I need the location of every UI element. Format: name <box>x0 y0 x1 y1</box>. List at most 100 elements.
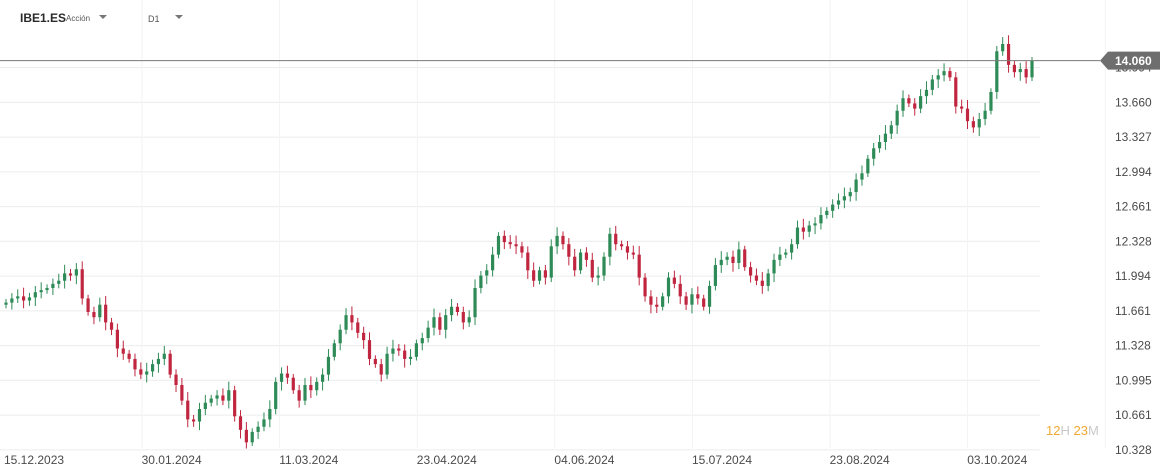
candle-body <box>403 350 407 359</box>
candle-body <box>1024 69 1028 78</box>
candle-body <box>907 98 911 104</box>
candle-body <box>877 142 882 149</box>
candle-body <box>414 343 418 357</box>
candle-body <box>924 89 929 97</box>
y-tick-label: 10.995 <box>1115 373 1152 387</box>
candle-body <box>543 270 547 278</box>
x-tick-label: 23.08.2024 <box>830 453 890 467</box>
candle-body <box>444 315 448 330</box>
candle-body <box>995 51 999 92</box>
timeframe-dropdown-chevron-icon[interactable] <box>175 15 183 19</box>
candle-body <box>57 280 61 284</box>
candle-body <box>109 322 114 330</box>
candle-body <box>74 269 78 276</box>
candle-body <box>520 246 524 253</box>
candle-body <box>221 395 225 401</box>
candle-body <box>51 283 55 289</box>
candle-body <box>168 353 172 375</box>
countdown-minutes: 23 <box>1073 423 1088 438</box>
candle-body <box>315 381 319 391</box>
candle-body <box>326 356 331 375</box>
candle-body <box>1018 69 1022 73</box>
candle-body <box>508 242 512 245</box>
candle-body <box>10 298 14 303</box>
candle-body <box>971 121 975 128</box>
candle-body <box>367 340 372 359</box>
candle-body <box>614 233 618 245</box>
candle-body <box>936 75 940 80</box>
candle-body <box>63 273 67 281</box>
candle-body <box>80 269 84 299</box>
candle-body <box>942 71 946 76</box>
candle-body <box>983 110 987 120</box>
candle-body <box>965 108 970 122</box>
candle-body <box>854 179 858 193</box>
candle-body <box>596 275 600 278</box>
candle-body <box>39 290 43 293</box>
y-tick-label: 12.994 <box>1115 165 1152 179</box>
x-tick-label: 11.03.2024 <box>279 453 338 467</box>
candle-body <box>655 304 659 307</box>
candle-body <box>145 371 149 375</box>
candle-body <box>532 270 536 281</box>
candle-body <box>291 377 295 391</box>
candle-body <box>192 419 196 422</box>
candle-body <box>977 119 981 128</box>
candle-body <box>514 244 518 247</box>
candle-body <box>491 254 495 271</box>
candle-body <box>385 353 389 375</box>
candle-body <box>332 343 336 357</box>
candle-body <box>279 373 284 382</box>
candle-body <box>748 267 753 276</box>
x-tick-label: 03.10.2024 <box>967 453 1027 467</box>
candle-body <box>233 390 237 417</box>
candle-body <box>842 196 846 201</box>
candle-body <box>408 356 413 359</box>
candle-body <box>320 374 325 382</box>
candle-body <box>684 296 688 305</box>
candle-body <box>702 298 706 307</box>
candle-body <box>707 285 712 307</box>
candle-body <box>150 364 155 372</box>
candle-body <box>930 79 934 90</box>
candle-body <box>274 381 278 409</box>
candle-body <box>92 312 96 318</box>
candle-body <box>309 385 313 391</box>
candle-body <box>297 390 301 401</box>
candle-body <box>813 223 817 226</box>
candle-body <box>795 227 800 245</box>
candle-body <box>68 273 73 276</box>
candle-body <box>578 252 583 271</box>
candle-body <box>567 244 571 257</box>
y-tick-label: 13.660 <box>1115 95 1152 109</box>
candle-body <box>432 317 436 328</box>
candle-body <box>807 225 811 232</box>
candle-body <box>27 297 32 301</box>
timeframe-label[interactable]: D1 <box>148 14 160 24</box>
symbol-dropdown-chevron-icon[interactable] <box>99 15 107 19</box>
candle-body <box>625 246 630 253</box>
candle-body <box>948 71 952 78</box>
candle-body <box>1006 43 1011 65</box>
candle-body <box>420 338 424 344</box>
candle-body <box>98 304 102 318</box>
candle-body <box>954 77 958 107</box>
candle-body <box>496 235 501 255</box>
candle-body <box>919 96 923 109</box>
candle-body <box>989 91 993 111</box>
candle-countdown: 12H 23M <box>1046 423 1099 438</box>
candle-body <box>180 385 184 401</box>
candle-body <box>215 395 219 399</box>
candle-body <box>1012 64 1017 73</box>
candle-body <box>449 306 454 316</box>
candle-body <box>678 283 682 297</box>
candle-body <box>33 292 37 298</box>
symbol-label[interactable]: IBE1.ES <box>20 11 67 25</box>
candle-body <box>227 390 231 401</box>
candle-body <box>174 374 178 385</box>
x-tick-label: 15.12.2023 <box>4 453 64 467</box>
candle-body <box>754 275 759 281</box>
candle-body <box>913 103 917 109</box>
candle-body <box>485 270 489 276</box>
